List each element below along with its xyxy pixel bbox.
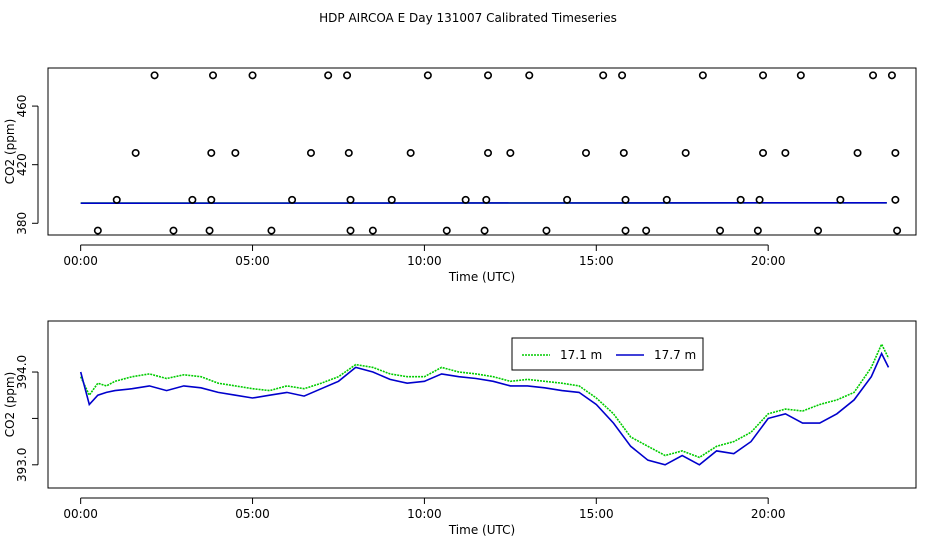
- data-point: [815, 227, 821, 233]
- data-point: [347, 227, 353, 233]
- x-tick-label: 15:00: [579, 254, 614, 268]
- y-tick-label: 380: [15, 212, 29, 235]
- data-point: [289, 197, 295, 203]
- data-point: [485, 150, 491, 156]
- data-point: [889, 72, 895, 78]
- data-point: [232, 150, 238, 156]
- data-point: [870, 72, 876, 78]
- x-tick-label: 05:00: [235, 254, 270, 268]
- x-tick-label: 00:00: [63, 254, 98, 268]
- data-point: [564, 197, 570, 203]
- data-point: [798, 72, 804, 78]
- data-point: [755, 227, 761, 233]
- data-point: [206, 227, 212, 233]
- data-point: [717, 227, 723, 233]
- y-axis-label: CO2 (ppm): [3, 119, 17, 185]
- data-point: [700, 72, 706, 78]
- data-point: [249, 72, 255, 78]
- y-tick-label: 460: [15, 95, 29, 118]
- data-point: [600, 72, 606, 78]
- plot-area: [81, 344, 889, 465]
- x-tick-label: 15:00: [579, 507, 614, 521]
- data-point: [854, 150, 860, 156]
- x-axis-label: Time (UTC): [448, 523, 515, 537]
- y-tick-label: 393.0: [15, 448, 29, 482]
- data-point: [481, 227, 487, 233]
- data-point: [485, 72, 491, 78]
- data-point: [346, 150, 352, 156]
- data-point: [643, 227, 649, 233]
- data-point: [760, 72, 766, 78]
- data-point: [95, 227, 101, 233]
- y-tick-label: 420: [15, 153, 29, 176]
- data-point: [507, 150, 513, 156]
- x-tick-label: 05:00: [235, 507, 270, 521]
- data-point: [170, 227, 176, 233]
- x-tick-label: 10:00: [407, 507, 442, 521]
- data-point: [151, 72, 157, 78]
- series-line-1: [81, 344, 889, 457]
- data-point: [132, 150, 138, 156]
- data-point: [325, 72, 331, 78]
- y-tick-label: 394.0: [15, 355, 29, 389]
- plot-frame: [48, 68, 916, 235]
- data-point: [892, 197, 898, 203]
- data-point: [483, 197, 489, 203]
- lower-panel: 00:00 05:00 10:00 15:00 20:00 Time (UTC) 393.0…: [3, 321, 916, 537]
- data-point: [425, 72, 431, 78]
- plot-area: [81, 72, 901, 234]
- series-line-2: [81, 354, 889, 465]
- data-point: [894, 227, 900, 233]
- data-point: [114, 197, 120, 203]
- x-tick-label: 10:00: [407, 254, 442, 268]
- data-point: [370, 227, 376, 233]
- data-point: [622, 197, 628, 203]
- legend-label-2: 17.7 m: [654, 348, 696, 362]
- x-axis-label: Time (UTC): [448, 270, 515, 284]
- data-point: [189, 197, 195, 203]
- figure-title: HDP AIRCOA E Day 131007 Calibrated Times…: [319, 11, 617, 25]
- data-point: [210, 72, 216, 78]
- data-point: [308, 150, 314, 156]
- legend: 17.1 m 17.7 m: [512, 338, 703, 370]
- x-tick-label: 20:00: [751, 254, 786, 268]
- data-point: [389, 197, 395, 203]
- plot-frame: [48, 321, 916, 488]
- data-point: [682, 150, 688, 156]
- x-tick-label: 00:00: [63, 507, 98, 521]
- data-point: [208, 150, 214, 156]
- data-point: [268, 227, 274, 233]
- data-point: [619, 72, 625, 78]
- data-point: [583, 150, 589, 156]
- x-tick-label: 20:00: [751, 507, 786, 521]
- y-axis-label: CO2 (ppm): [3, 372, 17, 438]
- data-point: [208, 197, 214, 203]
- data-point: [621, 150, 627, 156]
- data-point: [462, 197, 468, 203]
- data-point: [347, 197, 353, 203]
- data-point: [760, 150, 766, 156]
- data-point: [782, 150, 788, 156]
- data-point: [892, 150, 898, 156]
- legend-label-1: 17.1 m: [560, 348, 602, 362]
- upper-panel: 00:00 05:00 10:00 15:00 20:00 Time (UTC) 380 42…: [3, 68, 916, 284]
- data-point: [543, 227, 549, 233]
- data-point: [344, 72, 350, 78]
- data-point: [444, 227, 450, 233]
- data-point: [526, 72, 532, 78]
- data-point: [407, 150, 413, 156]
- data-point: [622, 227, 628, 233]
